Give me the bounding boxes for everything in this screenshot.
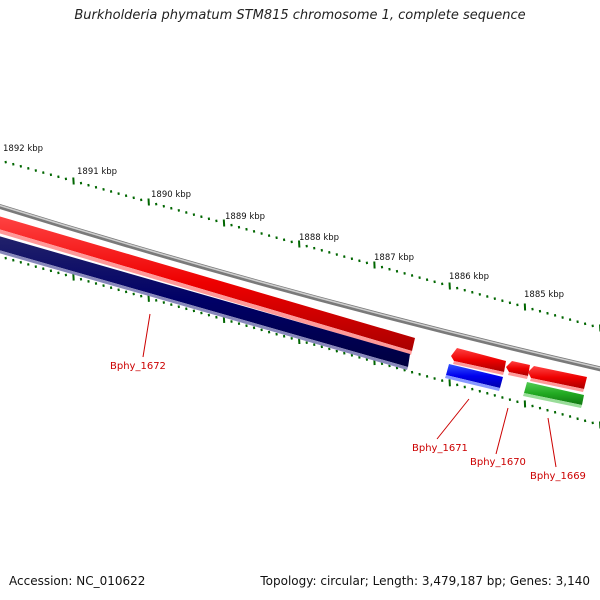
accession-text: Accession: NC_010622 bbox=[9, 574, 146, 588]
topology-summary: Topology: circular; Length: 3,479,187 bp… bbox=[260, 574, 590, 588]
cds-bphy-1670-shadow bbox=[508, 372, 528, 379]
forward-tick-row bbox=[4, 160, 600, 332]
leader-bphy-1669 bbox=[547, 417, 557, 468]
reverse-scale-tick bbox=[252, 326, 256, 330]
cds-bphy-1669-shadow bbox=[523, 393, 582, 408]
scale-label-1886: 1886 kbp bbox=[449, 272, 489, 282]
cds-bphy-1671[interactable] bbox=[446, 364, 503, 388]
scale-label-1887: 1887 kbp bbox=[374, 253, 414, 263]
reverse-tick-row bbox=[4, 256, 600, 429]
gene-label-bphy-1669[interactable]: Bphy_1669 bbox=[530, 471, 586, 482]
backbone-track-highlight bbox=[0, 204, 600, 369]
map-title: Burkholderia phymatum STM815 chromosome … bbox=[74, 8, 526, 23]
gene-label-bphy-1671[interactable]: Bphy_1671 bbox=[412, 443, 468, 454]
cds-reverse-bphy-1672-shadow bbox=[0, 250, 408, 370]
leader-bphy-1672 bbox=[142, 313, 151, 358]
cds-bphy-1670[interactable] bbox=[506, 361, 530, 376]
backbone-track bbox=[0, 203, 600, 372]
cds-reverse-bphy-1672[interactable] bbox=[0, 235, 410, 367]
scale-label-1885: 1885 kbp bbox=[524, 290, 564, 300]
scale-label-1892: 1892 kbp bbox=[3, 144, 43, 154]
cds-forward-large[interactable] bbox=[0, 215, 415, 351]
cds-forward-arrow-3[interactable] bbox=[528, 366, 587, 389]
scale-label-1891: 1891 kbp bbox=[77, 167, 117, 177]
cds-forward-arrow-1[interactable] bbox=[451, 348, 506, 372]
cds-bphy-1669[interactable] bbox=[524, 382, 584, 405]
scale-label-1890: 1890 kbp bbox=[151, 190, 191, 200]
reverse-scale-tick bbox=[102, 284, 105, 288]
cds-forward-large-shadow bbox=[0, 229, 412, 355]
scale-label-1888: 1888 kbp bbox=[299, 233, 339, 243]
forward-scale-tick bbox=[102, 187, 105, 191]
scale-label-1889: 1889 kbp bbox=[225, 212, 265, 222]
scale-label-group: 1892 kbp 1891 kbp 1890 kbp 1889 kbp 1888… bbox=[3, 144, 564, 300]
cds-forward-arrow-1-shadow bbox=[453, 361, 504, 375]
gene-label-bphy-1672[interactable]: Bphy_1672 bbox=[110, 361, 166, 372]
leader-bphy-1670 bbox=[495, 407, 509, 455]
cds-bphy-1671-shadow bbox=[445, 375, 500, 391]
forward-scale-tick bbox=[252, 229, 256, 233]
leader-bphy-1671 bbox=[436, 398, 470, 440]
gene-label-bphy-1670[interactable]: Bphy_1670 bbox=[470, 457, 526, 468]
cds-forward-arrow-3-shadow bbox=[530, 378, 584, 392]
